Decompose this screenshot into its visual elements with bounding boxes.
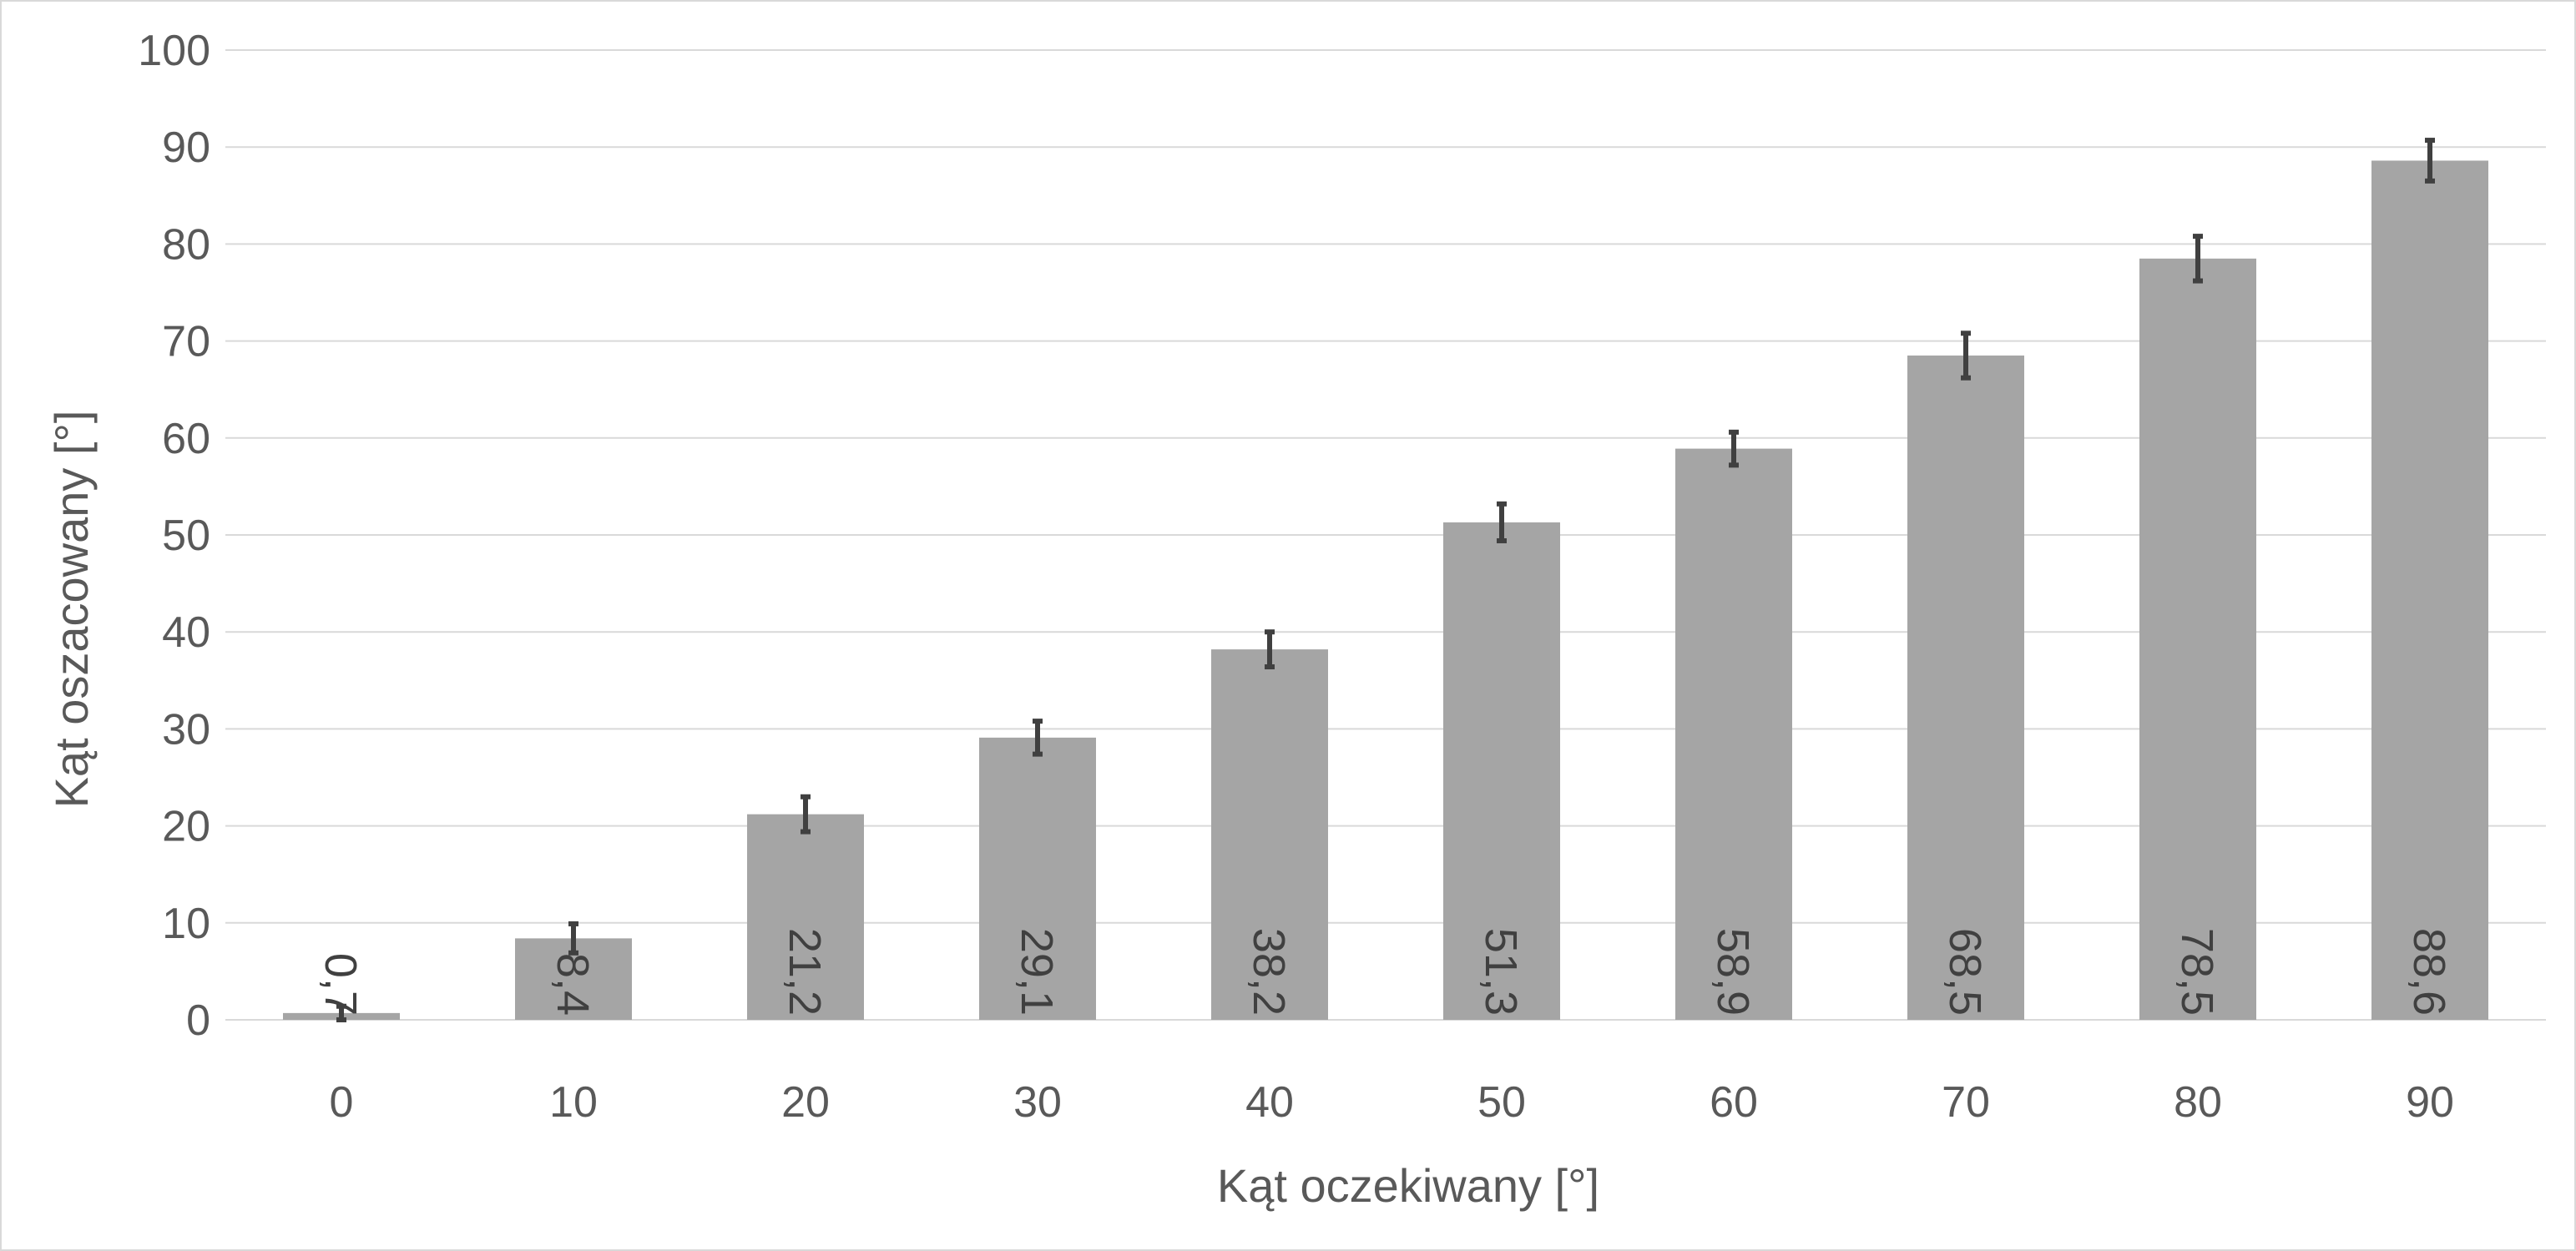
bar xyxy=(2371,160,2488,1020)
bar xyxy=(1907,356,2024,1020)
y-axis-ticks: 0 10 20 30 40 50 60 70 80 90 100 xyxy=(138,27,210,1045)
data-label: 51,3 xyxy=(1476,928,1526,1016)
error-bar xyxy=(2193,234,2203,284)
data-label: 58,9 xyxy=(1708,928,1758,1016)
x-tick-label: 80 xyxy=(2174,1078,2222,1127)
data-labels: 0,7 8,4 21,2 29,1 38,2 51,3 58,9 68,5 78,5 88,6 xyxy=(316,928,2454,1016)
bar xyxy=(747,814,864,1020)
data-label: 21,2 xyxy=(780,928,830,1016)
error-bars xyxy=(336,138,2435,1022)
x-tick-label: 0 xyxy=(330,1078,354,1127)
data-label: 78,5 xyxy=(2172,928,2222,1016)
data-label: 29,1 xyxy=(1012,928,1062,1016)
error-bar xyxy=(2425,138,2435,184)
error-bar xyxy=(1265,629,1275,670)
y-axis-title: Kąt oszacowany [°] xyxy=(45,411,98,809)
error-bar xyxy=(1729,429,1739,468)
error-bar xyxy=(1033,719,1043,757)
x-axis-ticks: 0 10 20 30 40 50 60 70 80 90 xyxy=(330,1078,2454,1127)
y-tick-label: 50 xyxy=(162,512,210,560)
x-tick-label: 10 xyxy=(549,1078,598,1127)
y-tick-label: 80 xyxy=(162,220,210,269)
x-tick-label: 20 xyxy=(781,1078,830,1127)
x-tick-label: 60 xyxy=(1710,1078,1758,1127)
bar xyxy=(1211,649,1328,1020)
error-bar xyxy=(568,921,578,956)
x-tick-label: 30 xyxy=(1013,1078,1062,1127)
error-bar xyxy=(1497,501,1507,543)
error-bar xyxy=(801,794,811,835)
data-label: 8,4 xyxy=(548,953,598,1016)
y-tick-label: 30 xyxy=(162,705,210,754)
x-tick-label: 70 xyxy=(1942,1078,1990,1127)
y-tick-label: 20 xyxy=(162,803,210,851)
x-tick-label: 90 xyxy=(2406,1078,2454,1127)
y-tick-label: 40 xyxy=(162,608,210,657)
bar xyxy=(2139,258,2256,1021)
y-tick-label: 0 xyxy=(186,996,210,1045)
data-label: 88,6 xyxy=(2404,928,2454,1016)
error-bar xyxy=(1961,330,1971,381)
x-tick-label: 50 xyxy=(1477,1078,1526,1127)
data-label: 68,5 xyxy=(1940,928,1990,1016)
y-tick-label: 90 xyxy=(162,124,210,172)
bar xyxy=(1443,522,1560,1020)
y-tick-label: 60 xyxy=(162,415,210,463)
y-tick-label: 70 xyxy=(162,318,210,366)
error-bar xyxy=(336,1003,346,1022)
x-axis-title: Kąt oczekiwany [°] xyxy=(1217,1159,1599,1212)
bars xyxy=(283,160,2488,1021)
data-label: 0,7 xyxy=(316,953,366,1016)
y-tick-label: 100 xyxy=(138,27,210,75)
data-label: 38,2 xyxy=(1244,928,1294,1016)
bar xyxy=(1675,448,1792,1020)
x-tick-label: 40 xyxy=(1245,1078,1294,1127)
bar xyxy=(979,737,1096,1020)
y-tick-label: 10 xyxy=(162,900,210,948)
